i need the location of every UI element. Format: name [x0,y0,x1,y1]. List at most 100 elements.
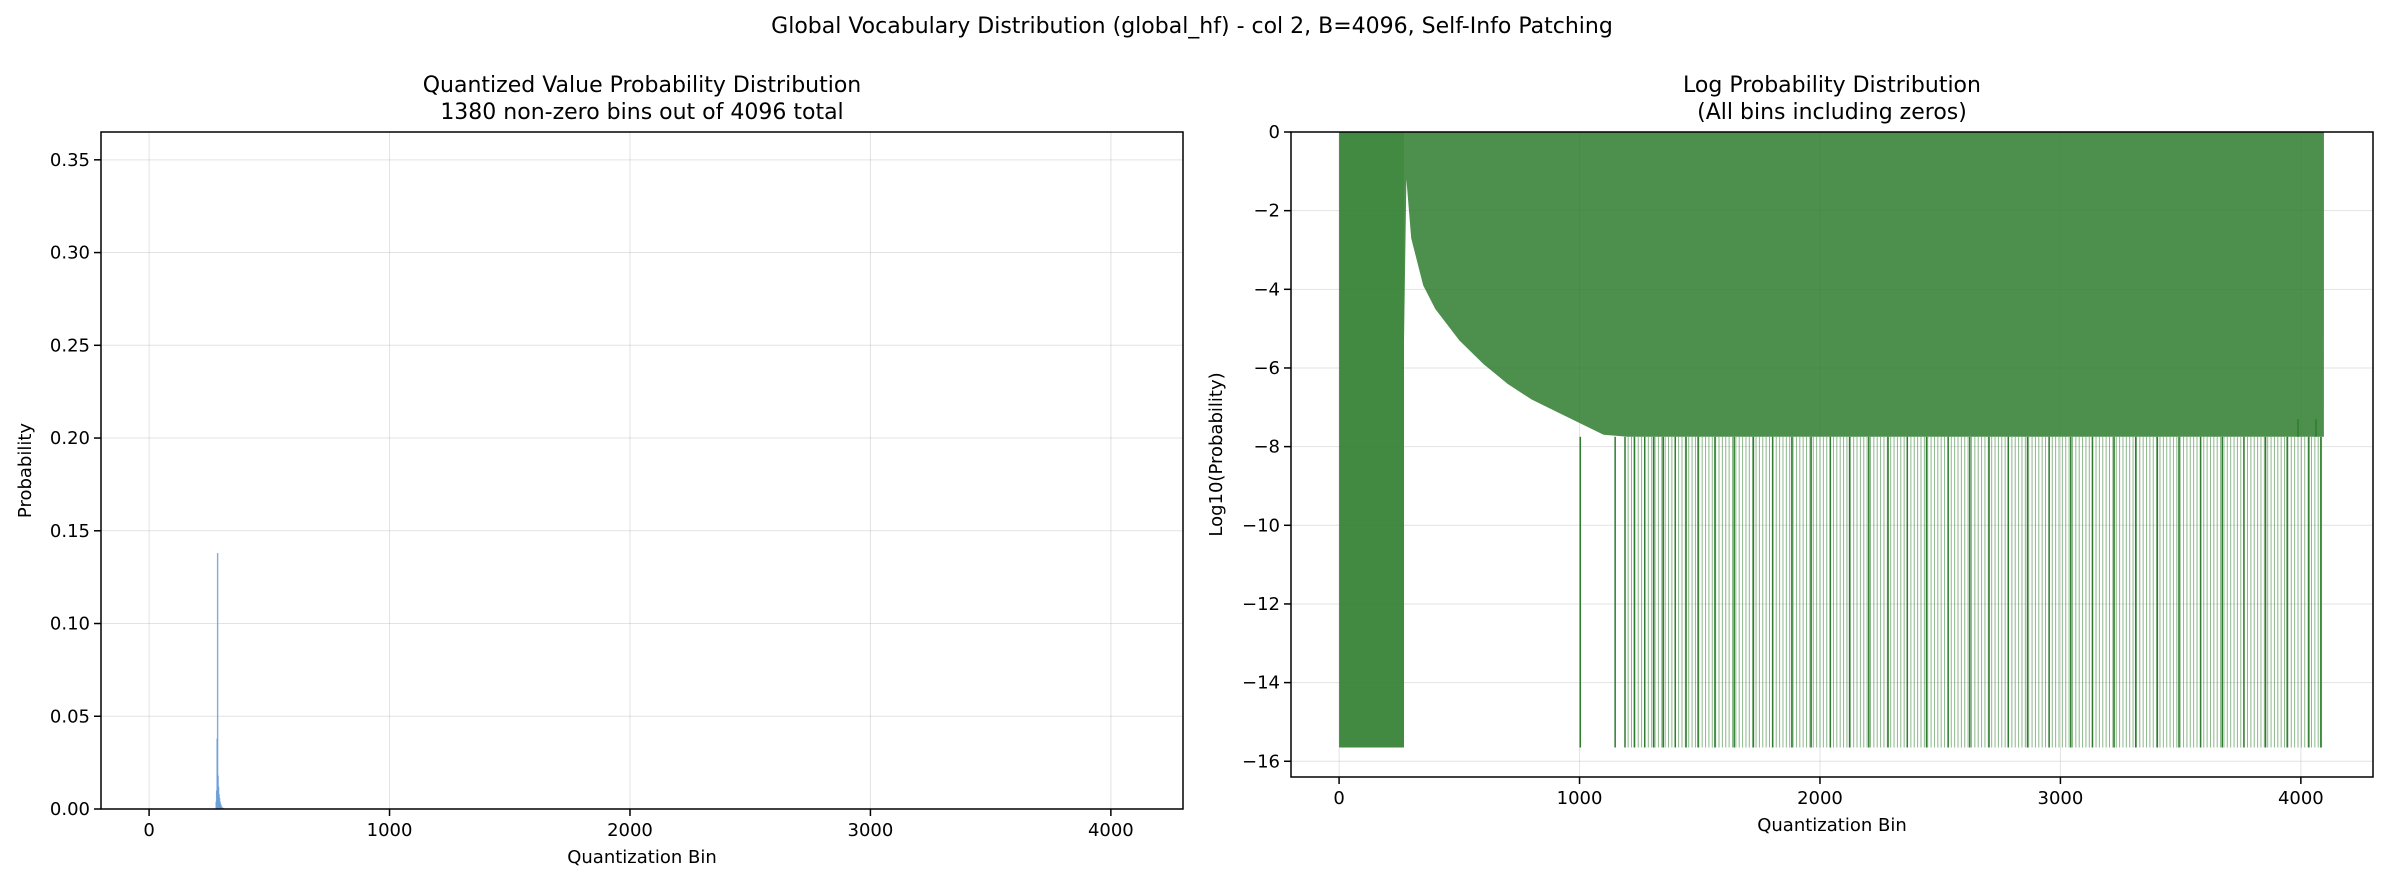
deep-bar [1810,436,1812,748]
bar [1678,436,1680,748]
right-chart-subtitle: (All bins including zeros) [1697,100,1967,125]
right-chart-frame [1290,131,2374,778]
bar [2142,436,2144,748]
deep-bar [2199,436,2202,748]
bar [2203,436,2205,748]
bar [1880,436,1882,748]
deep-bar [1752,436,1755,748]
left-chart-x-ticks: 0 1000 2000 3000 4000 [143,809,1134,841]
bar [1893,436,1895,748]
bar [1960,436,1962,748]
deep-bar [1643,436,1646,748]
bar [1795,436,1797,748]
bar [2193,436,2195,748]
bar [1937,436,1939,748]
y-tick-label: 0.05 [50,706,90,727]
bar [2102,436,2104,748]
bar [2183,436,2185,748]
bar [1802,436,1804,748]
deep-bar [2007,436,2010,748]
bar [1725,436,1727,748]
left-chart-y-axis-label: Probability [15,423,36,518]
bar [2186,436,2188,748]
bar [2247,436,2249,748]
deep-bar [2156,436,2159,748]
bar [1954,436,1956,748]
bar [2021,436,2023,748]
bar [1917,436,1919,748]
bar [1641,436,1643,748]
bar [2294,436,2296,748]
deep-bar [1624,436,1626,748]
deep-bar [2221,436,2224,748]
bar [1863,436,1865,748]
x-tick-label: 2000 [607,820,653,841]
x-tick-label: 0 [1333,788,1344,809]
bar [2031,436,2033,748]
bar [1765,436,1767,748]
bar [2273,436,2275,748]
deep-bar [1791,436,1793,748]
right-chart-bars [1339,132,2324,748]
bar [2233,436,2235,748]
bar [1789,436,1791,748]
deep-bar [1771,436,1774,748]
y-tick-label: 0.20 [50,428,90,449]
bar [2055,436,2057,748]
bar [1657,436,1659,748]
left-chart-title: Quantized Value Probability Distribution [423,73,862,98]
bar [1769,436,1771,748]
bar [1654,436,1656,748]
bar [2018,436,2020,748]
bar [2263,436,2265,748]
bar [2001,436,2003,748]
bar [2071,436,2073,748]
deep-bar [1947,436,1949,748]
bar [1671,436,1673,748]
bar [2220,436,2222,748]
bar [1853,436,1855,748]
bar [2045,436,2047,748]
bar [1799,436,1801,748]
bar [2129,436,2131,748]
y-tick-label: −12 [1242,594,1280,615]
bar [2280,436,2282,748]
bar [2024,436,2026,748]
left-chart-bars [215,553,224,809]
bar [1806,436,1808,748]
bar [2166,436,2168,748]
y-tick-label: −2 [1253,201,1280,222]
right-chart-x-axis-label: Quantization Bin [1757,815,1907,836]
x-tick-label: 2000 [1797,788,1843,809]
bar [1816,436,1818,748]
bar [2075,436,2077,748]
bar [2216,436,2218,748]
left-chart-frame [100,131,1184,810]
bar [2250,436,2252,748]
bar [2068,436,2070,748]
bar [1927,436,1929,748]
bar [1923,436,1925,748]
bar [2159,436,2161,748]
bar [1647,436,1649,748]
bar [2169,436,2171,748]
bar [1981,436,1983,748]
bar [2236,436,2238,748]
bar [2065,436,2067,748]
bar [2119,436,2121,748]
bar [2085,436,2087,748]
spike-bar [2297,419,2299,437]
bar [2300,436,2302,748]
bar [2108,436,2110,748]
deep-bar [2026,436,2029,748]
deep-bar [1925,436,1928,748]
bar [1896,436,1898,748]
bar [1668,436,1670,748]
bar [1933,436,1935,748]
bar [1920,436,1922,748]
bar [1843,436,1845,748]
bar [2115,436,2117,748]
deep-bar [1652,436,1655,748]
bar [1957,436,1959,748]
